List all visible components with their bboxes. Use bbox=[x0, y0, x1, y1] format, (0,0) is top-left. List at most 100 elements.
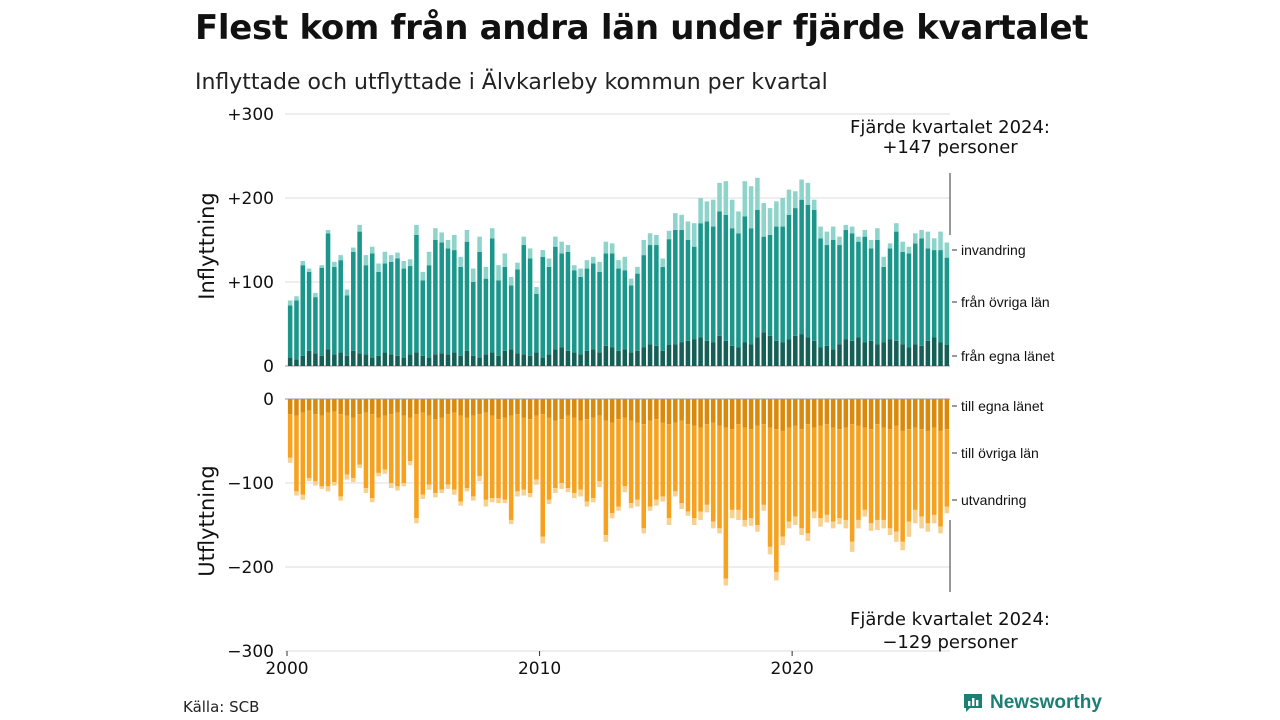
bar-utflyttning bbox=[382, 469, 388, 474]
bar-inflyttning bbox=[780, 198, 785, 227]
bar-utflyttning bbox=[818, 425, 823, 519]
bar-utflyttning bbox=[641, 399, 647, 425]
bar-inflyttning bbox=[527, 355, 533, 366]
bar-utflyttning bbox=[357, 464, 362, 468]
bar-utflyttning bbox=[420, 412, 426, 495]
bar-inflyttning bbox=[894, 340, 899, 366]
bar-inflyttning bbox=[811, 209, 817, 341]
bar-utflyttning bbox=[332, 399, 337, 412]
bar-utflyttning bbox=[559, 399, 564, 420]
annotation-top-line2: +147 personer bbox=[882, 137, 1018, 158]
bar-utflyttning bbox=[925, 523, 931, 532]
bar-inflyttning bbox=[843, 339, 849, 366]
bar-inflyttning bbox=[944, 242, 950, 258]
bar-inflyttning bbox=[755, 209, 760, 338]
bar-utflyttning bbox=[597, 415, 602, 482]
y-tick-label: −300 bbox=[227, 642, 274, 662]
bar-utflyttning bbox=[351, 417, 356, 478]
bar-inflyttning bbox=[616, 260, 621, 269]
bar-utflyttning bbox=[793, 425, 798, 517]
bar-utflyttning bbox=[742, 519, 748, 527]
bar-inflyttning bbox=[578, 354, 583, 366]
bar-inflyttning bbox=[287, 305, 293, 358]
bar-inflyttning bbox=[470, 355, 476, 366]
bar-utflyttning bbox=[407, 417, 413, 462]
bar-inflyttning bbox=[862, 229, 868, 237]
bar-utflyttning bbox=[527, 419, 533, 494]
bar-utflyttning bbox=[376, 417, 381, 473]
bar-inflyttning bbox=[704, 340, 710, 366]
bar-inflyttning bbox=[944, 257, 950, 345]
bar-utflyttning bbox=[553, 488, 558, 494]
bar-utflyttning bbox=[868, 523, 874, 531]
bar-inflyttning bbox=[786, 189, 792, 215]
bar-inflyttning bbox=[660, 350, 665, 366]
bar-utflyttning bbox=[704, 399, 710, 425]
bar-inflyttning bbox=[748, 344, 754, 366]
bar-utflyttning bbox=[540, 414, 546, 537]
x-tick-label: 2000 bbox=[265, 659, 308, 679]
bar-inflyttning bbox=[572, 265, 577, 271]
bar-utflyttning bbox=[439, 417, 444, 490]
bar-inflyttning bbox=[369, 357, 375, 366]
bar-utflyttning bbox=[515, 414, 520, 492]
bar-utflyttning bbox=[799, 429, 804, 529]
bar-inflyttning bbox=[357, 224, 362, 232]
bar-inflyttning bbox=[344, 295, 350, 356]
bar-utflyttning bbox=[748, 429, 754, 519]
bar-utflyttning bbox=[673, 422, 678, 492]
bar-utflyttning bbox=[875, 399, 880, 425]
bar-inflyttning bbox=[344, 289, 350, 296]
bar-utflyttning bbox=[925, 399, 931, 431]
bar-utflyttning bbox=[294, 491, 299, 496]
y-tick-label: −100 bbox=[227, 474, 274, 494]
bar-inflyttning bbox=[395, 252, 400, 259]
bar-utflyttning bbox=[729, 429, 735, 510]
bar-utflyttning bbox=[887, 399, 893, 430]
bar-utflyttning bbox=[515, 491, 520, 497]
bar-inflyttning bbox=[565, 251, 571, 351]
bar-inflyttning bbox=[805, 182, 811, 205]
bar-utflyttning bbox=[786, 427, 792, 522]
bar-utflyttning bbox=[824, 399, 830, 425]
bar-utflyttning bbox=[559, 419, 564, 483]
bar-utflyttning bbox=[780, 430, 785, 537]
bar-inflyttning bbox=[793, 208, 798, 336]
bar-utflyttning bbox=[894, 399, 899, 426]
bar-utflyttning bbox=[811, 427, 817, 512]
bar-inflyttning bbox=[578, 268, 583, 277]
bar-utflyttning bbox=[287, 399, 293, 415]
bar-utflyttning bbox=[395, 412, 400, 487]
bar-inflyttning bbox=[793, 191, 798, 209]
bar-utflyttning bbox=[881, 399, 886, 428]
bar-utflyttning bbox=[294, 399, 299, 416]
bar-inflyttning bbox=[938, 250, 943, 343]
bar-utflyttning bbox=[818, 399, 823, 426]
bar-inflyttning bbox=[502, 253, 508, 267]
bar-utflyttning bbox=[875, 519, 880, 531]
bar-utflyttning bbox=[407, 399, 413, 418]
annotation-top-line1: Fjärde kvartalet 2024: bbox=[850, 117, 1050, 138]
bar-utflyttning bbox=[363, 412, 369, 489]
bar-utflyttning bbox=[609, 399, 615, 423]
bar-inflyttning bbox=[521, 236, 527, 246]
bar-inflyttning bbox=[527, 258, 533, 356]
bar-utflyttning bbox=[445, 414, 451, 485]
bar-inflyttning bbox=[736, 233, 741, 348]
bar-utflyttning bbox=[325, 486, 331, 492]
bar-inflyttning bbox=[445, 354, 451, 366]
bar-utflyttning bbox=[660, 422, 665, 497]
bar-utflyttning bbox=[508, 399, 514, 416]
bar-inflyttning bbox=[325, 229, 331, 234]
bar-inflyttning bbox=[351, 251, 356, 351]
bar-inflyttning bbox=[679, 229, 684, 343]
bar-inflyttning bbox=[313, 297, 318, 354]
bar-inflyttning bbox=[830, 240, 836, 350]
bar-inflyttning bbox=[300, 261, 306, 266]
bar-utflyttning bbox=[357, 414, 362, 465]
bar-inflyttning bbox=[685, 240, 691, 341]
bar-inflyttning bbox=[609, 253, 615, 348]
bar-inflyttning bbox=[616, 268, 621, 351]
bar-utflyttning bbox=[363, 399, 369, 413]
bar-utflyttning bbox=[748, 518, 754, 526]
